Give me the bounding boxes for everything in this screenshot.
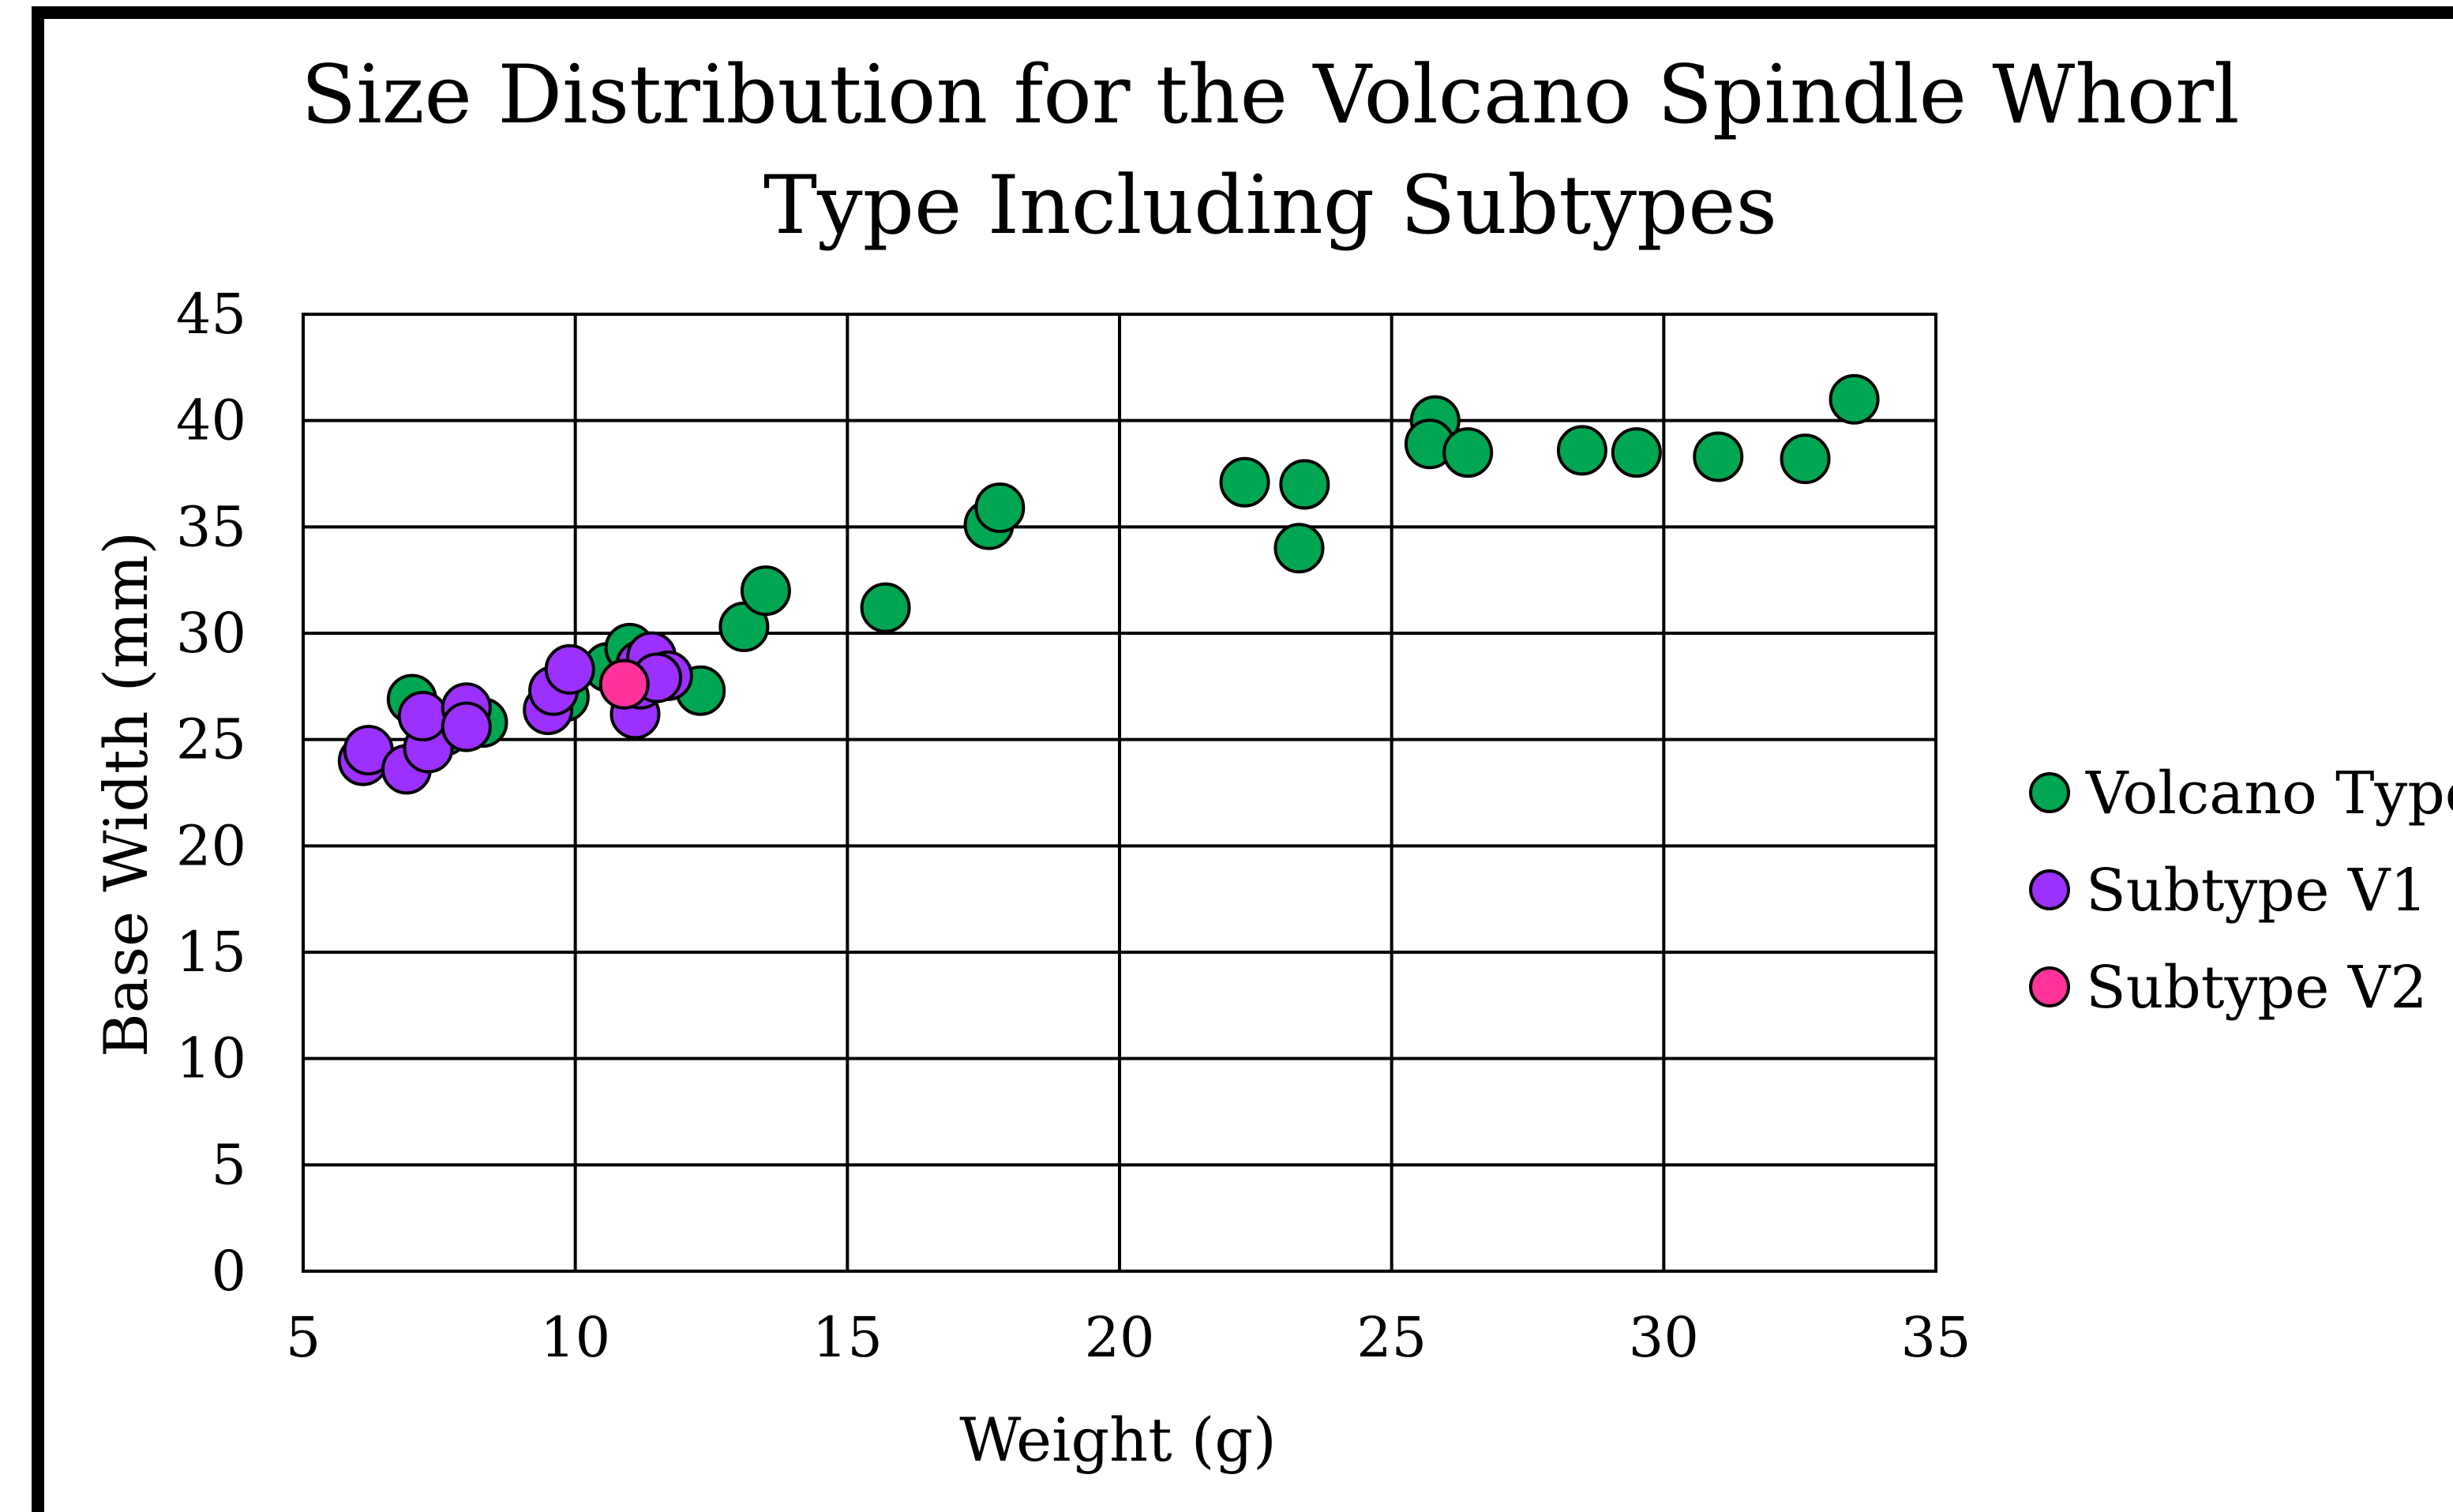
legend-label-subtype-v1: Subtype V1: [2086, 857, 2427, 925]
plot-area: [302, 313, 1937, 1273]
data-point-volcano-type: [740, 565, 791, 617]
x-tick-label: 15: [812, 1305, 883, 1370]
y-tick-label: 20: [176, 813, 246, 878]
legend-marker-subtype-v1: [2029, 869, 2070, 910]
data-point-volcano-type: [974, 482, 1026, 534]
data-point-subtype-v2: [598, 658, 650, 710]
y-axis-label: Base Width (mm): [91, 531, 161, 1057]
y-tick-label: 35: [176, 494, 246, 559]
x-tick-label: 5: [286, 1305, 321, 1370]
data-point-subtype-v1: [397, 691, 448, 742]
data-point-volcano-type: [860, 582, 911, 633]
y-tick-label: 25: [176, 707, 246, 772]
data-point-volcano-type: [1780, 433, 1831, 485]
legend-label-subtype-v2: Subtype V2: [2086, 954, 2427, 1022]
data-point-volcano-type: [1693, 431, 1744, 482]
data-point-subtype-v1: [544, 643, 595, 695]
grid-lines: [302, 313, 1937, 1273]
x-tick-label: 35: [1900, 1305, 1971, 1370]
y-tick-label: 45: [176, 282, 246, 347]
data-points: [337, 373, 1880, 795]
legend-label-volcano-type: Volcano Type: [2085, 760, 2453, 827]
y-tick-label: 10: [176, 1026, 246, 1091]
x-tick-label: 10: [540, 1305, 610, 1370]
legend: Volcano Type Subtype V1 Subtype V2: [2029, 760, 2453, 1022]
legend-marker-subtype-v2: [2029, 966, 2070, 1007]
data-point-volcano-type: [1219, 456, 1270, 508]
chart-title-line-1: Size Distribution for the Volcano Spindl…: [301, 48, 2239, 142]
legend-marker-volcano-type: [2029, 772, 2070, 813]
y-tick-label: 0: [211, 1239, 246, 1304]
data-point-volcano-type: [1442, 427, 1494, 478]
y-tick-label: 5: [211, 1132, 246, 1197]
chart-title-line-2: Type Including Subtypes: [763, 159, 1777, 253]
data-point-volcano-type: [1279, 459, 1330, 510]
y-axis-ticks: 0 5 10 15 20 25 30 35 40 45: [176, 282, 246, 1304]
chart-border: [32, 6, 2453, 1512]
x-axis-label: Weight (g): [959, 1405, 1276, 1475]
data-point-volcano-type: [1273, 523, 1325, 574]
y-tick-label: 30: [176, 601, 246, 666]
data-point-volcano-type: [1611, 427, 1662, 478]
x-tick-label: 20: [1084, 1305, 1154, 1370]
x-tick-label: 30: [1629, 1305, 1699, 1370]
x-tick-label: 25: [1356, 1305, 1427, 1370]
data-point-volcano-type: [1556, 425, 1607, 476]
data-point-volcano-type: [1828, 373, 1880, 425]
y-tick-label: 40: [176, 388, 246, 453]
data-point-subtype-v1: [441, 701, 492, 752]
y-tick-label: 15: [176, 920, 246, 985]
x-axis-ticks: 5 10 15 20 25 30 35: [286, 1305, 1971, 1370]
